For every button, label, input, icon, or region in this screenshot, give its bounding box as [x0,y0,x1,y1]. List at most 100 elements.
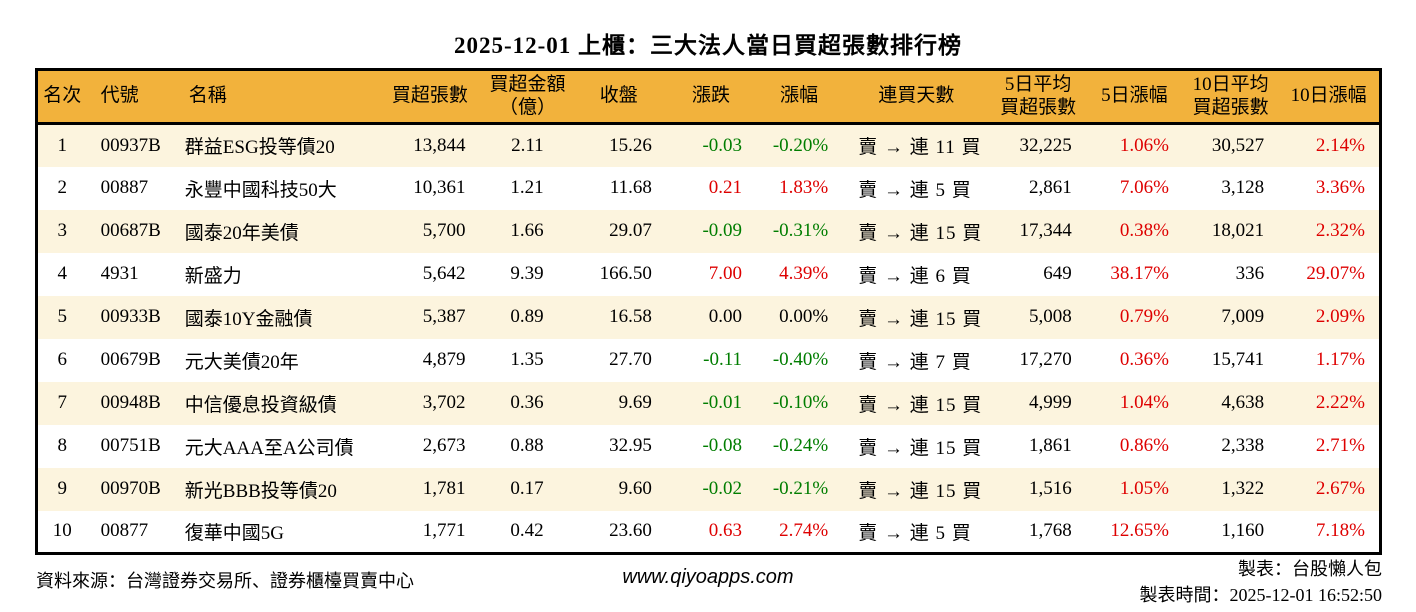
cell-pct5: 12.65% [1110,520,1169,542]
cell-avg10-volume: 2,338 [1221,435,1265,456]
cell-avg10-volume: 7,009 [1221,306,1265,327]
cell-change-pct: 2.74% [779,520,829,542]
cell-avg5-volume: 1,768 [1029,520,1072,542]
cell-rank: 4 [57,263,68,284]
cell-code: 00948B [100,392,161,413]
cell-name: 永豐中國科技50大 [184,179,337,201]
cell-code: 00887 [100,177,149,198]
cell-change: -0.02 [702,478,743,499]
cell-streak: 賣 → 連 6 買 [858,265,972,287]
cell-avg5-volume: 5,008 [1029,306,1072,327]
table-row: 2 00887 永豐中國科技50大 10,361 1.21 11.68 0.21… [36,166,1381,210]
cell-buy-amount: 2.11 [511,134,544,156]
cell-buy-amount: 9.39 [510,263,544,284]
cell-code: 00751B [100,435,161,456]
cell-buy-amount: 0.36 [510,392,544,413]
cell-streak: 賣 → 連 5 買 [858,522,972,544]
footer-generated-at: 製表時間：2025-12-01 16:52:50 [1139,585,1383,605]
cell-change-pct: 1.83% [779,177,829,198]
cell-name: 新盛力 [184,265,242,287]
col-header-code: 代號 [86,69,175,125]
col-header-pct10: 10日漲幅 [1278,69,1381,125]
cell-pct5: 0.79% [1119,306,1169,327]
cell-streak: 賣 → 連 15 買 [858,480,983,502]
cell-pct10: 7.18% [1315,520,1365,542]
table-row: 7 00948B 中信優息投資級債 3,702 0.36 9.69 -0.01 … [36,381,1381,425]
cell-buy-volume: 5,642 [422,263,466,284]
cell-streak: 賣 → 連 7 買 [858,351,972,373]
cell-name: 復華中國5G [184,522,285,544]
cell-rank: 10 [52,520,72,542]
cell-streak: 賣 → 連 15 買 [858,394,983,416]
cell-change: -0.01 [702,392,743,413]
cell-streak: 賣 → 連 11 買 [858,137,982,159]
cell-close: 29.07 [609,220,652,241]
cell-code: 00937B [100,134,161,156]
cell-buy-amount: 1.35 [510,349,544,370]
cell-name: 中信優息投資級債 [184,394,337,416]
cell-change-pct: -0.31% [772,220,829,241]
cell-avg10-volume: 336 [1235,263,1265,284]
cell-close: 15.26 [609,134,652,156]
cell-avg5-volume: 649 [1043,263,1072,284]
page-title: 2025-12-01 上櫃：三大法人當日買超張數排行榜 [453,33,963,58]
cell-close: 9.60 [618,478,652,499]
cell-avg10-volume: 4,638 [1221,392,1265,413]
cell-avg5-volume: 1,861 [1029,435,1072,456]
cell-pct5: 0.38% [1119,220,1169,241]
cell-change: 0.63 [708,520,743,542]
cell-name: 群益ESG投等債20 [184,137,335,159]
cell-avg10-volume: 15,741 [1211,349,1265,370]
col-header-close: 收盤 [571,69,666,125]
cell-streak: 賣 → 連 15 買 [858,308,983,330]
cell-pct10: 2.14% [1315,134,1365,156]
footer-source: 資料來源：台灣證券交易所、證券櫃檯買賣中心 [36,571,414,591]
table-row: 8 00751B 元大AAA至A公司債 2,673 0.88 32.95 -0.… [36,424,1381,468]
cell-pct10: 2.09% [1315,306,1365,327]
cell-pct10: 2.67% [1315,478,1365,499]
cell-buy-volume: 2,673 [422,435,466,456]
table-header-row: 名次 代號 名稱 買超張數 買超金額 （億） 收盤 漲跌 漲幅 連買天數 5日平… [36,69,1381,125]
cell-pct5: 0.36% [1119,349,1169,370]
ranking-table: 名次 代號 名稱 買超張數 買超金額 （億） 收盤 漲跌 漲幅 連買天數 5日平… [35,68,1382,555]
cell-buy-volume: 5,387 [422,306,466,327]
cell-buy-volume: 1,781 [422,478,466,499]
table-body: 1 00937B 群益ESG投等債20 13,844 2.11 15.26 -0… [36,123,1381,554]
cell-rank: 9 [57,478,68,499]
cell-code: 00687B [100,220,161,241]
cell-streak: 賣 → 連 15 買 [858,437,983,459]
cell-close: 9.69 [618,392,652,413]
cell-avg5-volume: 17,344 [1019,220,1072,241]
cell-change-pct: -0.21% [772,478,829,499]
cell-avg5-volume: 32,225 [1019,134,1072,156]
col-header-pct5: 5日漲幅 [1085,69,1183,125]
cell-buy-amount: 0.89 [510,306,544,327]
cell-close: 11.68 [609,177,652,198]
cell-pct10: 2.32% [1315,220,1365,241]
cell-pct10: 2.22% [1315,392,1365,413]
cell-buy-volume: 3,702 [422,392,466,413]
cell-close: 32.95 [609,435,652,456]
cell-avg5-volume: 17,270 [1019,349,1072,370]
footer-credits: 製表：台股懶人包 製表時間：2025-12-01 16:52:50 [1140,556,1383,608]
cell-code: 00877 [100,520,149,542]
cell-pct10: 2.71% [1315,435,1365,456]
col-header-buy-amount: 買超金額 （億） [483,69,572,125]
cell-pct10: 1.17% [1315,349,1365,370]
cell-buy-amount: 0.17 [510,478,544,499]
cell-buy-amount: 0.42 [510,520,544,542]
cell-avg5-volume: 2,861 [1029,177,1072,198]
cell-rank: 3 [57,220,68,241]
table-row: 6 00679B 元大美債20年 4,879 1.35 27.70 -0.11 … [36,338,1381,382]
col-header-avg5: 5日平均 買超張數 [990,69,1086,125]
cell-pct5: 1.04% [1119,392,1169,413]
col-header-avg10: 10日平均 買超張數 [1182,69,1279,125]
cell-buy-volume: 4,879 [422,349,466,370]
cell-buy-amount: 1.66 [510,220,544,241]
col-header-streak: 連買天數 [842,69,991,125]
cell-pct10: 29.07% [1306,263,1365,284]
cell-change-pct: 4.39% [779,263,829,284]
cell-code: 4931 [100,263,139,284]
cell-close: 16.58 [609,306,652,327]
cell-avg10-volume: 1,322 [1221,478,1265,499]
